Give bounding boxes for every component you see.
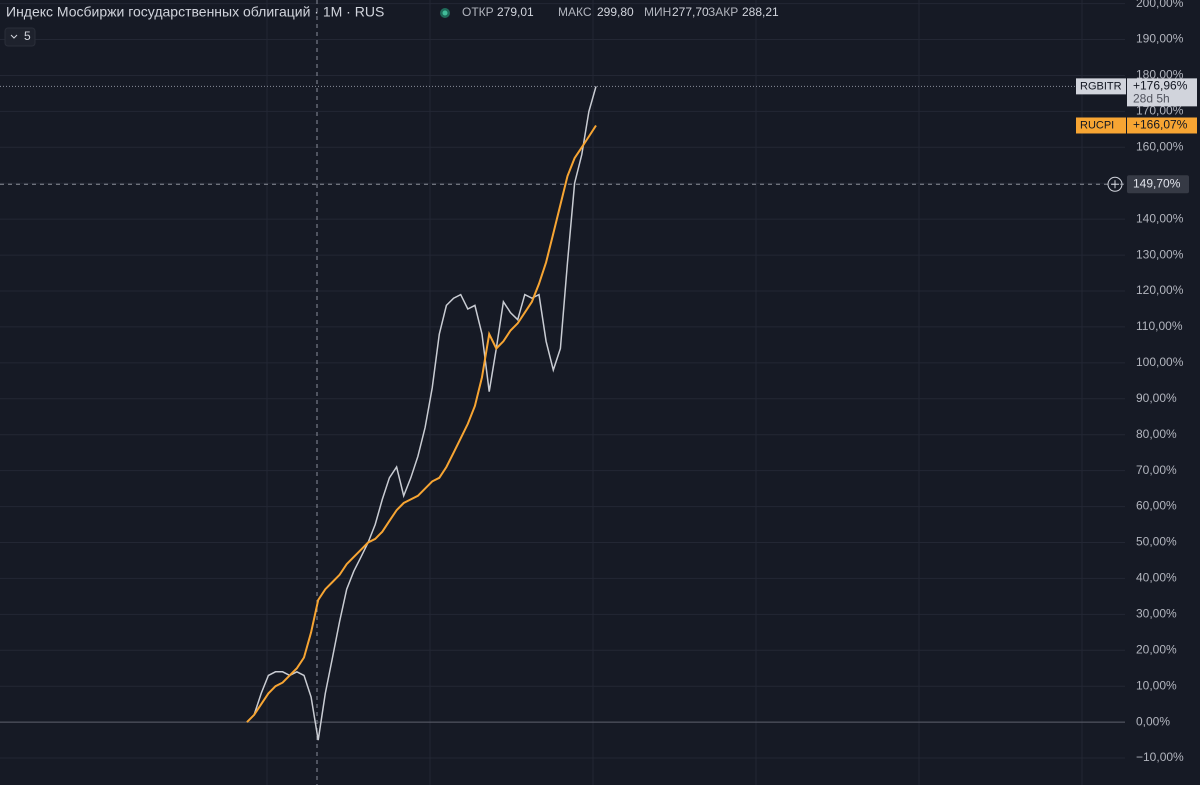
- y-tick-label: 200,00%: [1136, 0, 1184, 10]
- crosshair-label-bg: [1127, 175, 1189, 194]
- y-tick-label: 40,00%: [1136, 571, 1177, 585]
- legend-label: RUCPI: [1080, 119, 1114, 131]
- ohlc-label: МАКС: [558, 5, 592, 19]
- countdown-label: 28d 5h: [1133, 92, 1170, 106]
- y-tick-label: 160,00%: [1136, 139, 1184, 153]
- y-tick-label: 50,00%: [1136, 535, 1177, 549]
- y-tick-label: 180,00%: [1136, 68, 1184, 82]
- series-line: [246, 86, 597, 741]
- crosshair-label: 149,70%: [1133, 176, 1181, 190]
- crosshair-plus: [1107, 176, 1123, 192]
- crosshair-plus: [1111, 180, 1119, 189]
- ohlc-label: ЗАКР: [708, 5, 738, 19]
- y-tick-label: −10,00%: [1136, 750, 1184, 764]
- y-tick-label: 190,00%: [1136, 32, 1184, 46]
- last-value-bg: [1127, 78, 1197, 107]
- ohlc-label: ОТКР: [462, 5, 494, 19]
- y-tick-label: 80,00%: [1136, 427, 1177, 441]
- ohlc-value: 299,80: [597, 5, 634, 19]
- ohlc-value: 277,70: [672, 5, 709, 19]
- y-tick-label: 120,00%: [1136, 283, 1184, 297]
- y-tick-label: 130,00%: [1136, 247, 1184, 261]
- status-dot: [442, 10, 448, 16]
- y-tick-label: 90,00%: [1136, 391, 1177, 405]
- last-value-bg: [1127, 117, 1197, 134]
- legend-label: RGBITR: [1080, 80, 1122, 92]
- chevron: [10, 34, 18, 39]
- y-tick-label: 30,00%: [1136, 607, 1177, 621]
- indicator-count: 5: [24, 29, 31, 43]
- ohlc-value: 279,01: [497, 5, 534, 19]
- ohlc-label: МИН: [644, 5, 671, 19]
- ohlc-value: 288,21: [742, 5, 779, 19]
- y-tick-label: 0,00%: [1136, 714, 1170, 728]
- y-tick-label: 60,00%: [1136, 499, 1177, 513]
- y-tick-label: 140,00%: [1136, 211, 1184, 225]
- y-tick-label: 20,00%: [1136, 642, 1177, 656]
- last-value-label: +176,96%: [1133, 79, 1188, 93]
- y-tick-label: 70,00%: [1136, 463, 1177, 477]
- y-tick-label: 110,00%: [1136, 319, 1183, 333]
- y-tick-label: 100,00%: [1136, 355, 1184, 369]
- y-tick-label: 170,00%: [1136, 104, 1184, 118]
- series-name-bg: [1076, 78, 1126, 95]
- grid: [0, 0, 1125, 785]
- chart-title: Индекс Мосбиржи государственных облигаци…: [6, 4, 384, 20]
- series-name-bg: [1076, 117, 1126, 134]
- last-value-label: +166,07%: [1133, 118, 1188, 132]
- y-tick-label: 10,00%: [1136, 678, 1177, 692]
- indicator-toggle[interactable]: [4, 27, 36, 47]
- series-line: [246, 124, 597, 723]
